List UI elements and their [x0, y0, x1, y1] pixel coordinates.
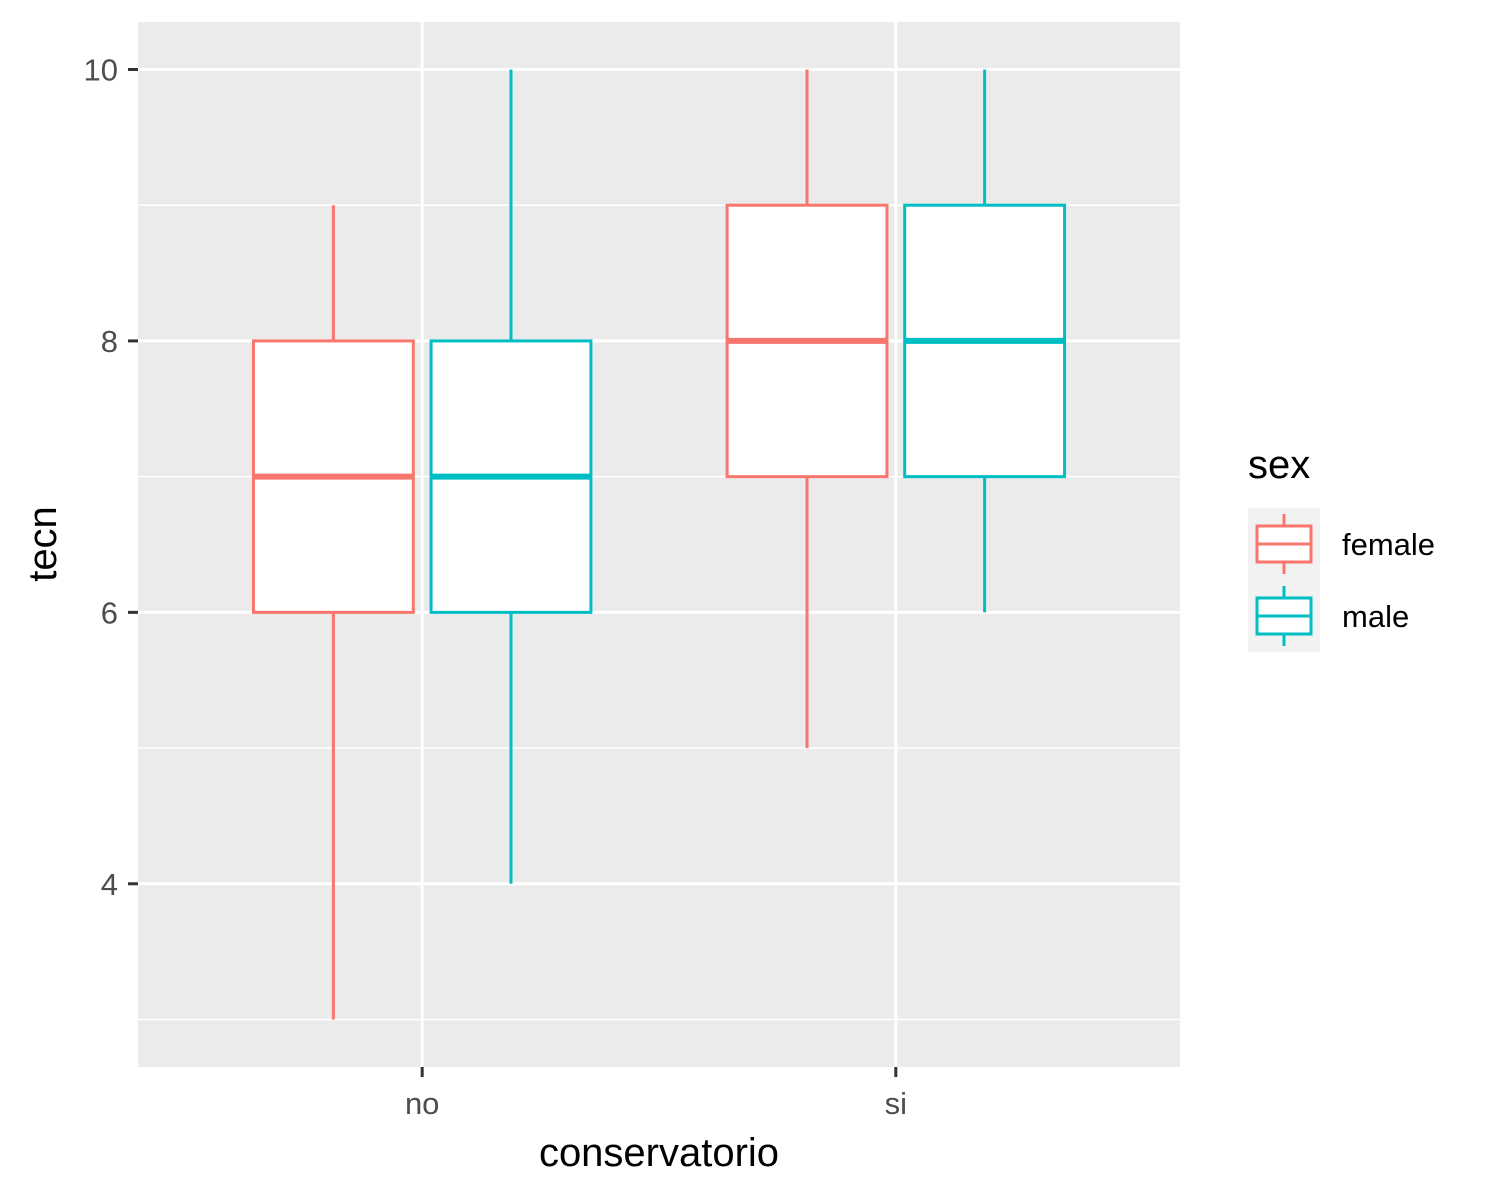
y-tick-label: 4: [101, 867, 118, 902]
box-male-no: [429, 69, 593, 884]
x-tick-label: no: [405, 1086, 439, 1121]
y-tick-label: 8: [101, 324, 118, 359]
box-female-si: [725, 69, 889, 749]
box-male-si: [903, 69, 1067, 613]
y-tick-label: 6: [101, 595, 118, 630]
x-axis-title: conservatorio: [539, 1131, 779, 1175]
axes: 4 6 8 10 no si: [84, 53, 907, 1122]
y-axis-title: tecn: [21, 506, 65, 582]
legend-title: sex: [1248, 443, 1310, 487]
legend-key-female: [1255, 514, 1313, 574]
boxes: [251, 69, 1067, 1020]
legend-label-male: male: [1342, 599, 1409, 634]
legend: sex female male: [1248, 443, 1435, 652]
legend-key-male: [1255, 586, 1313, 646]
box-female-no: [251, 205, 415, 1020]
y-tick-label: 10: [84, 53, 118, 88]
legend-keys: female male: [1248, 508, 1435, 652]
legend-label-female: female: [1342, 527, 1435, 562]
x-tick-label: si: [885, 1086, 907, 1121]
